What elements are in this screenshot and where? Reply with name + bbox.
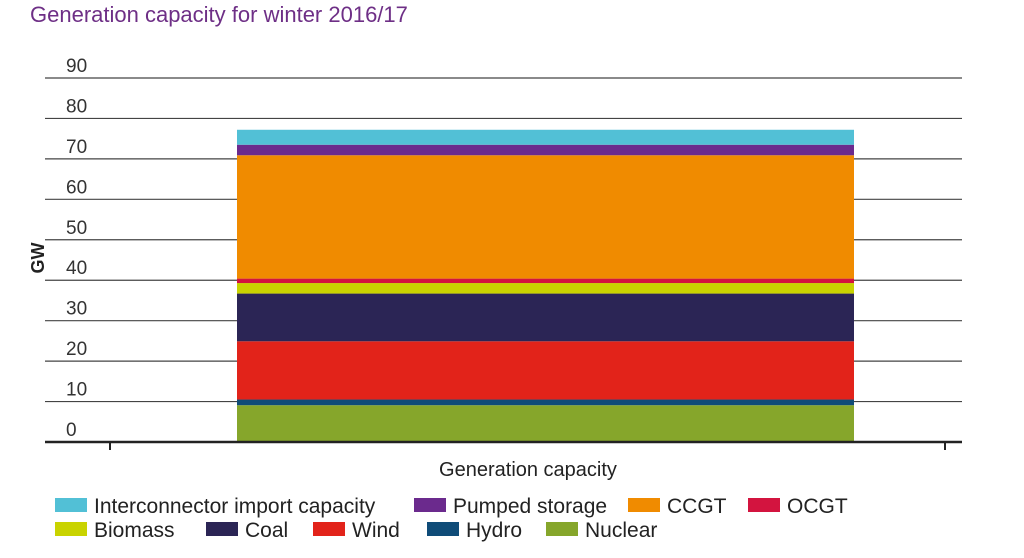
legend-label: Hydro bbox=[466, 519, 522, 542]
legend-swatch bbox=[414, 498, 446, 512]
legend-item: Hydro bbox=[427, 519, 522, 542]
legend-item: CCGT bbox=[628, 495, 727, 518]
y-tick-labels: 0 10 20 30 40 50 60 70 80 90 bbox=[66, 56, 87, 441]
bar-segment-biomass bbox=[237, 283, 854, 294]
legend-label: OCGT bbox=[787, 495, 848, 518]
legend-swatch bbox=[628, 498, 660, 512]
bar-segment-ocgt bbox=[237, 278, 854, 284]
bar-segment-nuclear bbox=[237, 405, 854, 442]
legend-label: Pumped storage bbox=[453, 495, 607, 518]
legend-label: CCGT bbox=[667, 495, 727, 518]
y-tick-label: 30 bbox=[66, 299, 87, 320]
y-tick-label: 80 bbox=[66, 96, 87, 117]
legend-swatch bbox=[748, 498, 780, 512]
legend-swatch bbox=[313, 522, 345, 536]
y-tick-label: 60 bbox=[66, 177, 87, 198]
legend-swatch bbox=[55, 498, 87, 512]
legend-label: Interconnector import capacity bbox=[94, 495, 376, 518]
legend-item: Nuclear bbox=[546, 519, 657, 542]
legend-label: Coal bbox=[245, 519, 288, 542]
legend-item: Pumped storage bbox=[414, 495, 607, 518]
legend-swatch bbox=[206, 522, 238, 536]
legend-label: Biomass bbox=[94, 519, 175, 542]
legend-item: Wind bbox=[313, 519, 400, 542]
bar-segment-ccgt bbox=[237, 155, 854, 279]
y-tick-label: 40 bbox=[66, 258, 87, 279]
bar-segment-hydro bbox=[237, 399, 854, 406]
bar-segment-wind bbox=[237, 341, 854, 400]
y-tick-label: 90 bbox=[66, 56, 87, 77]
legend-swatch bbox=[55, 522, 87, 536]
legend: Interconnector import capacity Pumped sto… bbox=[55, 495, 848, 542]
y-tick-label: 10 bbox=[66, 380, 87, 401]
legend-item: Interconnector import capacity bbox=[55, 495, 376, 518]
bar-segments bbox=[237, 129, 854, 442]
y-axis-label: GW bbox=[28, 242, 48, 273]
legend-label: Nuclear bbox=[585, 519, 657, 542]
bar-segment-pumped-storage bbox=[237, 144, 854, 156]
legend-item: OCGT bbox=[748, 495, 848, 518]
legend-swatch bbox=[546, 522, 578, 536]
y-tick-label: 70 bbox=[66, 137, 87, 158]
legend-label: Wind bbox=[352, 519, 400, 542]
legend-swatch bbox=[427, 522, 459, 536]
bar-segment-interconnector-import-capacity bbox=[237, 129, 854, 145]
y-tick-label: 0 bbox=[66, 420, 77, 441]
y-tick-label: 50 bbox=[66, 218, 87, 239]
chart-title: Generation capacity for winter 2016/17 bbox=[30, 2, 408, 27]
bar-segment-coal bbox=[237, 293, 854, 342]
x-category-label: Generation capacity bbox=[439, 459, 617, 481]
y-tick-label: 20 bbox=[66, 339, 87, 360]
legend-item: Coal bbox=[206, 519, 288, 542]
legend-item: Biomass bbox=[55, 519, 175, 542]
